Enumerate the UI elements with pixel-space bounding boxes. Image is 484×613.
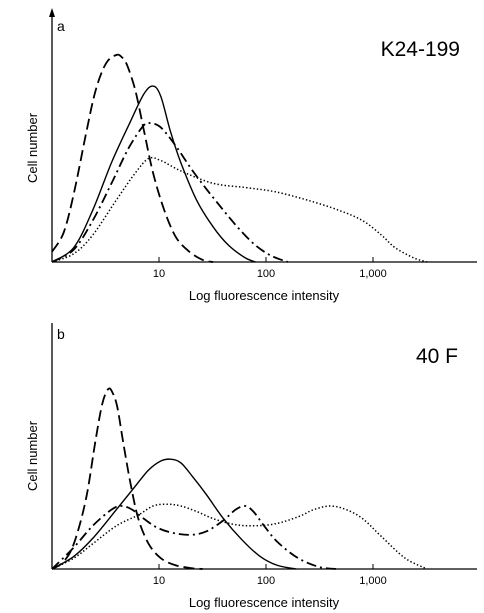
- panel-a: a K24-199 Cell number 10 100 1,000 Log f…: [25, 8, 477, 303]
- panel-a-sample-label: K24-199: [381, 38, 460, 61]
- panel-b-curve-dotted: [51, 503, 428, 570]
- panel-b-x-tick-label: 100: [257, 575, 275, 587]
- panel-b-x-tick-label: 1,000: [359, 575, 387, 587]
- panel-a-curves: [51, 53, 428, 263]
- panel-a-x-tick-label: 1,000: [359, 268, 387, 280]
- panel-a-y-axis-title: Cell number: [25, 112, 40, 183]
- panel-a-x-tick-label: 100: [257, 268, 275, 280]
- panel-b-x-axis-title: Log fluorescence intensity: [189, 595, 340, 610]
- panel-a-x-axis-title: Log fluorescence intensity: [189, 288, 340, 303]
- panel-a-y-axis-arrow-icon: [49, 8, 55, 17]
- panel-a-curve-dash-dot: [51, 121, 289, 263]
- panel-a-curve-dashed: [51, 53, 214, 263]
- panel-a-curve-solid: [51, 85, 256, 263]
- panel-b-curve-solid: [51, 458, 297, 570]
- panel-b-x-tick-label: 10: [153, 575, 165, 587]
- panel-a-x-tick-label: 10: [153, 268, 165, 280]
- panel-b-y-axis-title: Cell number: [25, 420, 40, 491]
- panel-b-letter: b: [57, 326, 65, 342]
- panel-b-curve-dash-dot: [51, 505, 339, 570]
- panel-b: b 40 F Cell number 10 100 1,000 Log fluo…: [25, 323, 477, 610]
- panel-b-sample-label: 40 F: [416, 345, 458, 368]
- panel-b-curves: [51, 387, 428, 570]
- panel-a-letter: a: [57, 18, 65, 34]
- panel-a-curve-dotted: [51, 156, 428, 263]
- panel-b-curve-dashed: [51, 387, 203, 570]
